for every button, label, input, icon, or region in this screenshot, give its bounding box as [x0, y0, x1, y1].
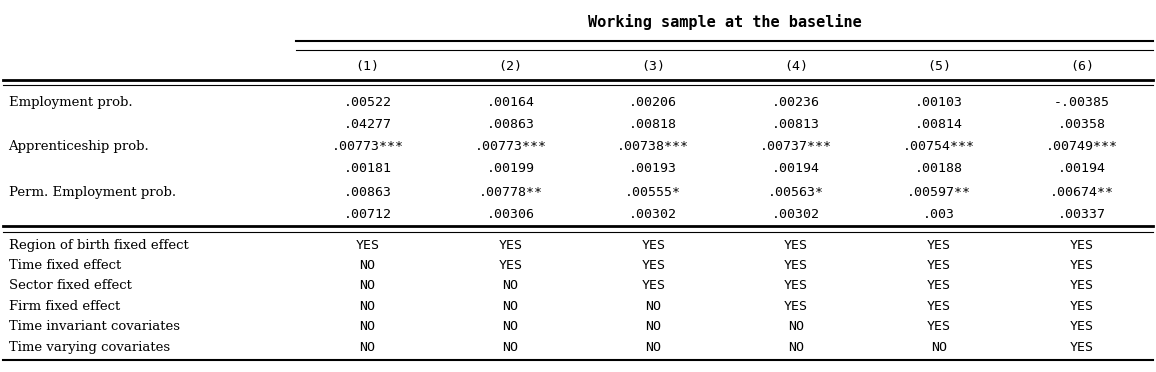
Text: (2): (2) — [498, 60, 523, 73]
Text: (4): (4) — [784, 60, 808, 73]
Text: YES: YES — [784, 299, 808, 312]
Text: -.00385: -.00385 — [1054, 96, 1110, 109]
Text: NO: NO — [360, 299, 376, 312]
Text: YES: YES — [784, 259, 808, 272]
Text: .00818: .00818 — [629, 118, 677, 131]
Text: YES: YES — [1069, 279, 1094, 292]
Text: YES: YES — [927, 299, 951, 312]
Text: .00302: .00302 — [772, 208, 820, 221]
Text: .00103: .00103 — [914, 96, 963, 109]
Text: Sector fixed effect: Sector fixed effect — [8, 279, 132, 292]
Text: .00674**: .00674** — [1050, 186, 1113, 199]
Text: NO: NO — [788, 341, 805, 354]
Text: YES: YES — [498, 259, 523, 272]
Text: .00306: .00306 — [487, 208, 534, 221]
Text: .00188: .00188 — [914, 162, 963, 175]
Text: YES: YES — [642, 279, 665, 292]
Text: .00193: .00193 — [629, 162, 677, 175]
Text: YES: YES — [927, 320, 951, 333]
Text: (6): (6) — [1069, 60, 1094, 73]
Text: (3): (3) — [642, 60, 665, 73]
Text: .00563*: .00563* — [768, 186, 824, 199]
Text: Working sample at the baseline: Working sample at the baseline — [587, 14, 861, 30]
Text: .00194: .00194 — [772, 162, 820, 175]
Text: .00181: .00181 — [343, 162, 392, 175]
Text: .00813: .00813 — [772, 118, 820, 131]
Text: .00773***: .00773*** — [474, 140, 547, 153]
Text: YES: YES — [784, 239, 808, 252]
Text: YES: YES — [1069, 259, 1094, 272]
Text: Time varying covariates: Time varying covariates — [8, 341, 170, 354]
Text: .00749***: .00749*** — [1046, 140, 1118, 153]
Text: .00206: .00206 — [629, 96, 677, 109]
Text: .00737***: .00737*** — [761, 140, 832, 153]
Text: .00194: .00194 — [1058, 162, 1106, 175]
Text: Time fixed effect: Time fixed effect — [8, 259, 120, 272]
Text: (1): (1) — [356, 60, 379, 73]
Text: .04277: .04277 — [343, 118, 392, 131]
Text: YES: YES — [642, 259, 665, 272]
Text: .00754***: .00754*** — [903, 140, 975, 153]
Text: NO: NO — [360, 341, 376, 354]
Text: .003: .003 — [922, 208, 955, 221]
Text: NO: NO — [360, 320, 376, 333]
Text: NO: NO — [503, 279, 518, 292]
Text: (5): (5) — [927, 60, 951, 73]
Text: NO: NO — [931, 341, 947, 354]
Text: .00555*: .00555* — [625, 186, 681, 199]
Text: YES: YES — [1069, 341, 1094, 354]
Text: .00597**: .00597** — [907, 186, 971, 199]
Text: .00199: .00199 — [487, 162, 534, 175]
Text: NO: NO — [503, 320, 518, 333]
Text: NO: NO — [645, 299, 661, 312]
Text: .00738***: .00738*** — [617, 140, 689, 153]
Text: .00164: .00164 — [487, 96, 534, 109]
Text: NO: NO — [645, 320, 661, 333]
Text: YES: YES — [784, 279, 808, 292]
Text: NO: NO — [788, 320, 805, 333]
Text: YES: YES — [927, 259, 951, 272]
Text: NO: NO — [503, 341, 518, 354]
Text: .00863: .00863 — [343, 186, 392, 199]
Text: .00814: .00814 — [914, 118, 963, 131]
Text: .00522: .00522 — [343, 96, 392, 109]
Text: .00337: .00337 — [1058, 208, 1106, 221]
Text: YES: YES — [927, 279, 951, 292]
Text: YES: YES — [498, 239, 523, 252]
Text: YES: YES — [1069, 320, 1094, 333]
Text: .00778**: .00778** — [479, 186, 542, 199]
Text: NO: NO — [503, 299, 518, 312]
Text: YES: YES — [1069, 239, 1094, 252]
Text: .00773***: .00773*** — [332, 140, 403, 153]
Text: Employment prob.: Employment prob. — [8, 96, 132, 109]
Text: .00236: .00236 — [772, 96, 820, 109]
Text: Apprenticeship prob.: Apprenticeship prob. — [8, 140, 149, 153]
Text: Region of birth fixed effect: Region of birth fixed effect — [8, 239, 188, 252]
Text: Firm fixed effect: Firm fixed effect — [8, 299, 120, 312]
Text: YES: YES — [1069, 299, 1094, 312]
Text: NO: NO — [360, 259, 376, 272]
Text: Perm. Employment prob.: Perm. Employment prob. — [8, 186, 176, 199]
Text: .00358: .00358 — [1058, 118, 1106, 131]
Text: YES: YES — [927, 239, 951, 252]
Text: NO: NO — [360, 279, 376, 292]
Text: YES: YES — [642, 239, 665, 252]
Text: NO: NO — [645, 341, 661, 354]
Text: .00863: .00863 — [487, 118, 534, 131]
Text: .00712: .00712 — [343, 208, 392, 221]
Text: YES: YES — [356, 239, 379, 252]
Text: Time invariant covariates: Time invariant covariates — [8, 320, 179, 333]
Text: .00302: .00302 — [629, 208, 677, 221]
